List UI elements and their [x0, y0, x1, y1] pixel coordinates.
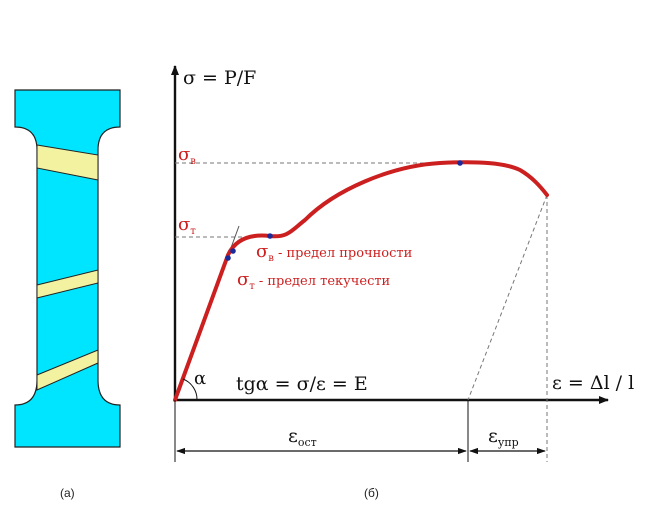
elastic-strain-label: εупр: [488, 425, 519, 449]
sigma-t-label: σт: [178, 214, 196, 237]
ultimate-strength-point: [457, 160, 463, 166]
y-axis-label: σ = P/F: [183, 67, 256, 89]
legend-ultimate-strength: σв - предел прочности: [256, 241, 412, 264]
caption-left: (а): [60, 486, 75, 500]
yield-end-point: [267, 233, 273, 239]
yield-start-point: [230, 248, 236, 254]
specimen-bar: [14, 89, 121, 448]
shear-band-1: [36, 144, 99, 181]
alpha-label: α: [194, 368, 206, 389]
specimen-body: [14, 89, 121, 448]
shear-band-3: [36, 349, 99, 391]
x-axis-label: ε = Δl / l: [552, 372, 634, 394]
modulus-formula: tgα = σ/ε = E: [236, 373, 368, 395]
residual-strain-label: εост: [288, 425, 317, 449]
caption-right: (б): [364, 486, 379, 500]
sigma-b-label: σв: [178, 144, 196, 167]
angle-arc: [182, 378, 198, 401]
legend-yield-strength: σт - предел текучести: [237, 269, 390, 292]
proportional-limit-point: [225, 255, 231, 261]
shear-band-2: [36, 269, 99, 299]
unload-line: [467, 194, 548, 401]
